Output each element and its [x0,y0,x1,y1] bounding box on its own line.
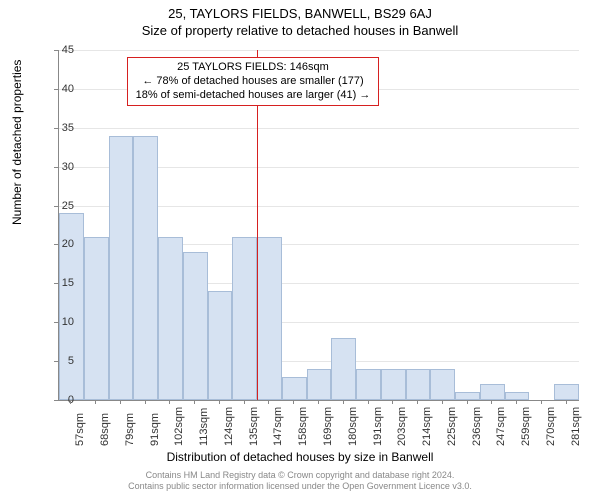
xtick-label: 91sqm [149,413,161,446]
histogram-bar [554,384,579,400]
annotation-line-2: ← 78% of detached houses are smaller (17… [142,75,363,87]
ytick-mark [54,361,58,362]
histogram-bar [381,369,406,400]
chart-title: 25, TAYLORS FIELDS, BANWELL, BS29 6AJ [0,0,600,21]
ytick-label: 20 [44,238,74,250]
xtick-label: 180sqm [347,407,359,446]
xtick-mark [244,400,245,404]
ytick-mark [54,283,58,284]
xtick-mark [194,400,195,404]
xtick-mark [70,400,71,404]
ytick-label: 10 [44,316,74,328]
ytick-label: 5 [44,355,74,367]
xtick-label: 57sqm [74,413,86,446]
xtick-mark [293,400,294,404]
plot-area: 25 TAYLORS FIELDS: 146sqm ← 78% of detach… [58,50,579,401]
xtick-label: 236sqm [471,407,483,446]
xtick-label: 79sqm [124,413,136,446]
histogram-bar [282,377,307,400]
x-axis-label: Distribution of detached houses by size … [0,450,600,464]
histogram-bar [307,369,332,400]
xtick-label: 124sqm [223,407,235,446]
xtick-label: 191sqm [372,407,384,446]
y-axis-label: Number of detached properties [10,60,24,225]
ytick-label: 40 [44,83,74,95]
xtick-mark [392,400,393,404]
histogram-bar [455,392,480,400]
property-size-chart: 25, TAYLORS FIELDS, BANWELL, BS29 6AJ Si… [0,0,600,500]
xtick-label: 68sqm [99,413,111,446]
xtick-label: 147sqm [272,407,284,446]
ytick-mark [54,167,58,168]
xtick-mark [169,400,170,404]
xtick-mark [491,400,492,404]
histogram-bar [133,136,158,400]
histogram-bar [109,136,134,400]
xtick-label: 270sqm [545,407,557,446]
histogram-bar [257,237,282,400]
xtick-label: 203sqm [396,407,408,446]
ytick-label: 45 [44,44,74,56]
xtick-mark [219,400,220,404]
xtick-label: 158sqm [297,407,309,446]
chart-subtitle: Size of property relative to detached ho… [0,21,600,42]
xtick-mark [467,400,468,404]
xtick-mark [442,400,443,404]
xtick-label: 135sqm [248,407,260,446]
xtick-mark [268,400,269,404]
histogram-bar [505,392,530,400]
histogram-bar [84,237,109,400]
xtick-mark [318,400,319,404]
histogram-bar [356,369,381,400]
ytick-mark [54,50,58,51]
ytick-label: 35 [44,122,74,134]
histogram-bar [331,338,356,400]
ytick-mark [54,244,58,245]
ytick-mark [54,206,58,207]
histogram-bar [183,252,208,400]
xtick-label: 247sqm [495,407,507,446]
xtick-mark [145,400,146,404]
xtick-label: 225sqm [446,407,458,446]
xtick-mark [541,400,542,404]
xtick-label: 169sqm [322,407,334,446]
xtick-mark [417,400,418,404]
chart-footer: Contains HM Land Registry data © Crown c… [0,470,600,492]
xtick-mark [368,400,369,404]
xtick-mark [343,400,344,404]
xtick-label: 281sqm [570,407,582,446]
histogram-bar [208,291,233,400]
ytick-label: 30 [44,161,74,173]
xtick-label: 214sqm [421,407,433,446]
xtick-mark [566,400,567,404]
ytick-label: 15 [44,277,74,289]
xtick-label: 259sqm [520,407,532,446]
ytick-mark [54,400,58,401]
ytick-mark [54,128,58,129]
gridline [59,128,579,129]
histogram-bar [480,384,505,400]
xtick-label: 113sqm [198,408,210,446]
annotation-line-1: 25 TAYLORS FIELDS: 146sqm [177,61,329,73]
histogram-bar [430,369,455,400]
histogram-bar [158,237,183,400]
ytick-mark [54,89,58,90]
xtick-mark [95,400,96,404]
histogram-bar [406,369,431,400]
gridline [59,50,579,51]
xtick-mark [516,400,517,404]
histogram-bar [232,237,257,400]
footer-line-1: Contains HM Land Registry data © Crown c… [146,470,455,480]
ytick-label: 25 [44,200,74,212]
annotation-box: 25 TAYLORS FIELDS: 146sqm ← 78% of detach… [127,57,380,106]
annotation-line-3: 18% of semi-detached houses are larger (… [136,89,371,101]
xtick-label: 102sqm [173,407,185,446]
xtick-mark [120,400,121,404]
ytick-mark [54,322,58,323]
footer-line-2: Contains public sector information licen… [128,481,472,491]
